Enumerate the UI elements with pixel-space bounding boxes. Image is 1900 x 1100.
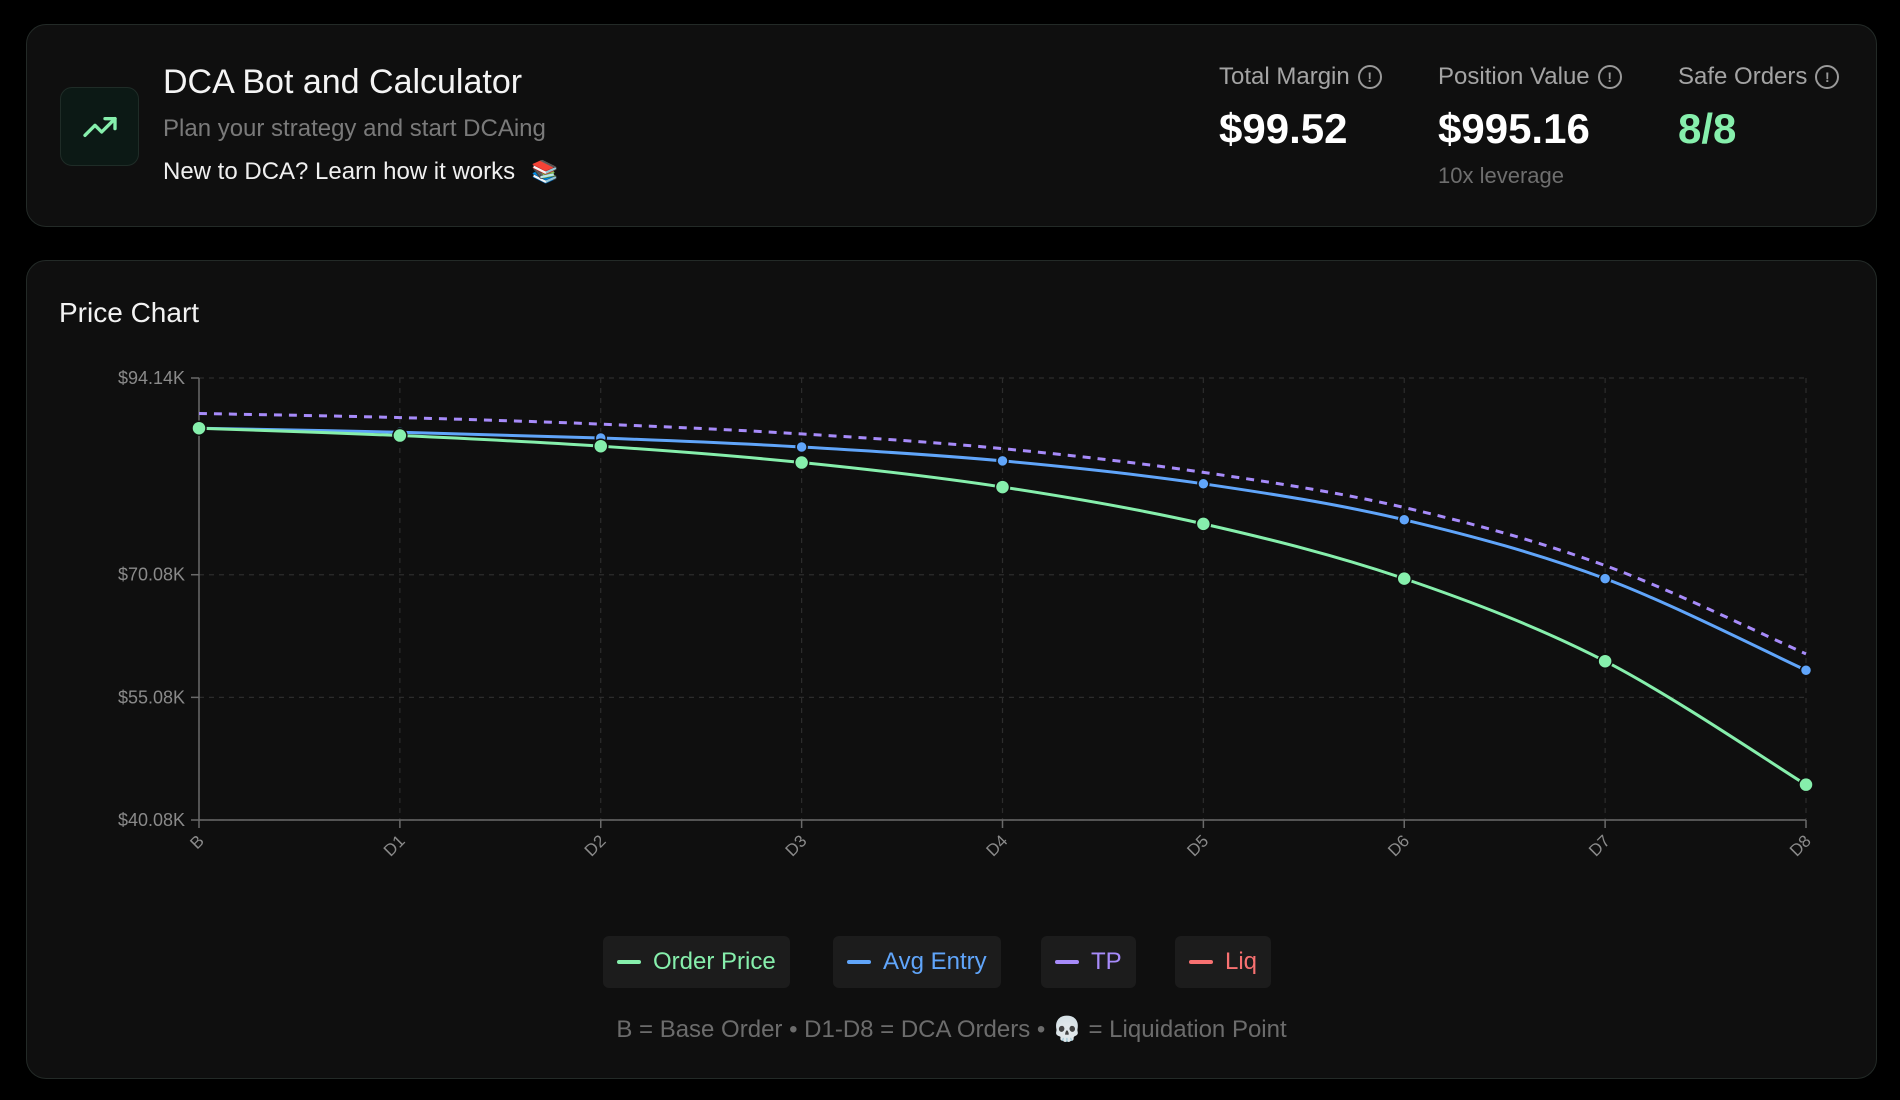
info-icon[interactable]: ! (1815, 65, 1840, 89)
data-point-order-price (1396, 570, 1412, 587)
data-point-order-price (994, 479, 1011, 495)
legend-swatch (1189, 960, 1213, 964)
learn-link-label: New to DCA? Learn how it works (163, 158, 516, 185)
position-value-value: $995.16 (1438, 105, 1590, 152)
legend-label: Liq (1225, 948, 1258, 975)
legend-order-price[interactable]: Order Price (603, 936, 790, 988)
safe-orders-value: 8/8 (1678, 105, 1737, 152)
series-line-tp (198, 411, 1807, 656)
x-tick-label: D4 (983, 831, 1012, 860)
stat-position-value: Position Value ! $995.16 10x leverage (1438, 63, 1622, 189)
data-point-order-price (392, 427, 408, 444)
header-card: DCA Bot and Calculator Plan your strateg… (26, 24, 1877, 227)
data-point-avg-entry (996, 454, 1009, 468)
logo (60, 87, 139, 166)
data-point-order-price (1798, 776, 1814, 793)
y-tick-label: $55.08K (118, 687, 185, 707)
data-point-avg-entry (1799, 663, 1813, 677)
y-tick-label: $94.14K (118, 368, 185, 388)
data-point-order-price (1195, 516, 1212, 532)
x-tick-label: D2 (581, 831, 610, 860)
x-tick-label: D5 (1183, 831, 1212, 860)
app-subtitle: Plan your strategy and start DCAing (163, 115, 546, 142)
books-icon: 📚 (531, 159, 559, 184)
total-margin-label: Total Margin (1219, 63, 1350, 90)
stat-safe-orders: Safe Orders ! 8/8 (1678, 63, 1840, 153)
y-tick-label: $70.08K (118, 565, 185, 585)
trending-up-icon (82, 116, 117, 137)
app-title: DCA Bot and Calculator (163, 63, 523, 101)
data-point-avg-entry (1398, 513, 1411, 527)
safe-orders-label: Safe Orders (1678, 63, 1808, 90)
legend-swatch (1055, 960, 1079, 964)
learn-link[interactable]: New to DCA? Learn how it works 📚 (163, 158, 559, 186)
data-point-avg-entry (1197, 477, 1210, 491)
info-icon[interactable]: ! (1597, 65, 1622, 89)
legend-liq[interactable]: Liq (1175, 936, 1272, 988)
legend-label: Order Price (653, 948, 776, 975)
x-tick-label: D3 (782, 831, 811, 860)
data-point-order-price (593, 438, 609, 454)
x-tick-label: B (186, 831, 207, 852)
x-tick-label: D7 (1585, 831, 1614, 860)
data-point-order-price (793, 454, 810, 471)
info-icon[interactable]: ! (1357, 65, 1382, 89)
data-point-avg-entry (795, 440, 808, 454)
legend-tp[interactable]: TP (1041, 936, 1136, 988)
legend-swatch (847, 960, 871, 964)
stat-total-margin: Total Margin ! $99.52 (1219, 63, 1382, 153)
y-tick-label: $40.08K (118, 810, 185, 830)
x-tick-label: D1 (380, 831, 409, 860)
position-value-label: Position Value (1438, 63, 1590, 90)
x-tick-label: D8 (1786, 831, 1815, 860)
total-margin-value: $99.52 (1219, 105, 1348, 152)
chart-footnote: B = Base Order • D1-D8 = DCA Orders • 💀 … (616, 1016, 1287, 1043)
x-tick-label: D6 (1384, 831, 1413, 860)
data-point-order-price (1597, 653, 1613, 669)
legend-swatch (617, 960, 641, 964)
legend-label: Avg Entry (883, 948, 987, 975)
chart-card: Price Chart $94.14K $70.08K $55.08K $40.08K… (26, 260, 1877, 1079)
leverage-label: 10x leverage (1438, 163, 1564, 188)
chart-title: Price Chart (59, 297, 200, 328)
legend-avg-entry[interactable]: Avg Entry (833, 936, 1001, 988)
legend-label: TP (1091, 948, 1122, 975)
data-point-avg-entry (1598, 572, 1612, 585)
data-point-order-price (191, 420, 207, 436)
